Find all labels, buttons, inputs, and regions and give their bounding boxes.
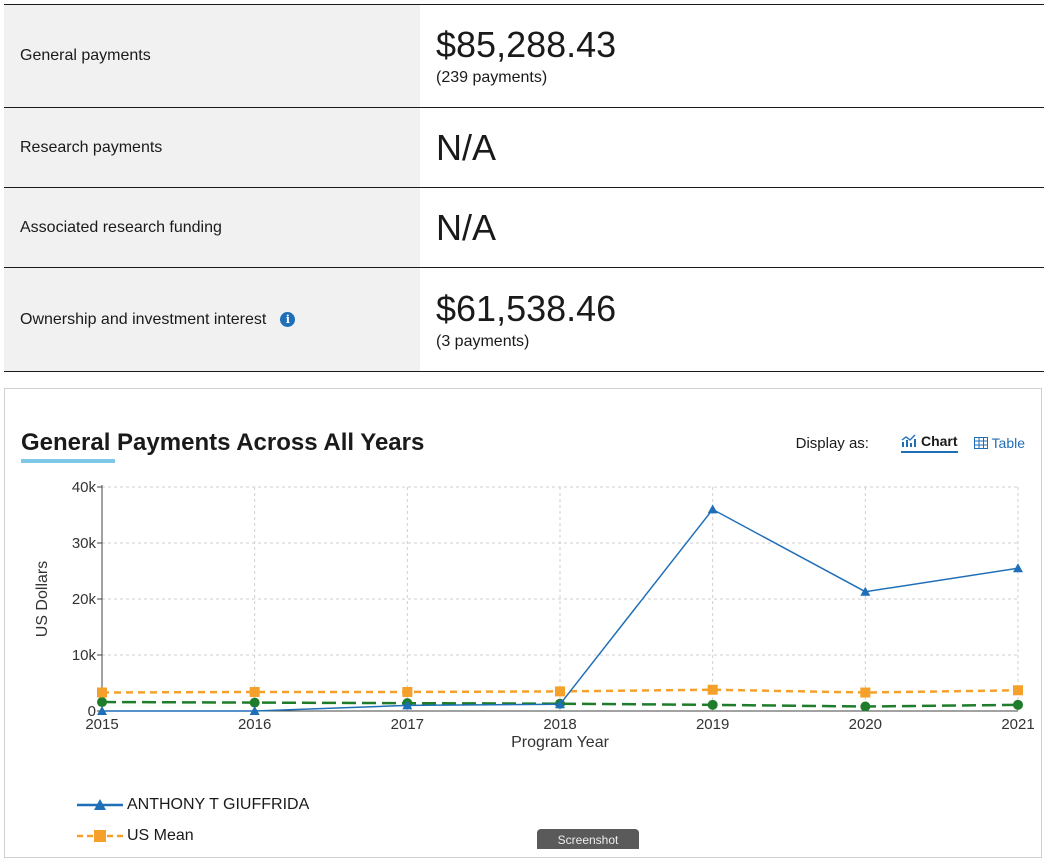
x-axis-label: Program Year bbox=[511, 734, 610, 751]
table-toggle-label: Table bbox=[991, 435, 1025, 451]
y-tick-label: 10k bbox=[72, 647, 97, 664]
legend-label-physician: ANTHONY T GIUFFRIDA bbox=[127, 795, 310, 813]
chart-title: General Payments Across All Years bbox=[21, 429, 425, 456]
y-tick-label: 30k bbox=[72, 535, 97, 552]
legend-swatch-square bbox=[77, 829, 123, 842]
data-point-triangle bbox=[402, 700, 413, 710]
info-icon[interactable]: i bbox=[280, 312, 296, 327]
x-tick-label: 2020 bbox=[849, 716, 882, 733]
ownership-amount: $61,538.46 bbox=[436, 287, 617, 329]
chart-toggle-label: Chart bbox=[920, 433, 958, 449]
data-point-circle bbox=[249, 697, 260, 708]
y-tick-label: 0 bbox=[88, 703, 96, 720]
data-point-triangle bbox=[97, 706, 107, 715]
data-point-square bbox=[555, 686, 565, 697]
data-point-triangle bbox=[707, 504, 718, 514]
associated-research-row: Associated research funding N/A bbox=[4, 188, 1044, 268]
legend-item-us-mean[interactable]: US Mean bbox=[77, 820, 309, 851]
chart-toggle-button[interactable]: Chart bbox=[900, 433, 958, 453]
table-toggle-button[interactable]: Table bbox=[973, 435, 1025, 451]
general-payments-amount: $85,288.43 bbox=[436, 24, 617, 65]
data-point-square bbox=[249, 686, 260, 697]
payment-summary-table: General payments $85,288.43 (239 payment… bbox=[4, 4, 1044, 372]
data-point-circle bbox=[97, 697, 107, 708]
y-tick-label: 20k bbox=[72, 591, 97, 608]
y-tick-label: 40k bbox=[72, 479, 97, 496]
data-point-circle bbox=[707, 699, 718, 710]
general-payments-label: General payments bbox=[4, 5, 420, 107]
ownership-label: Ownership and investment interest bbox=[20, 310, 267, 328]
data-point-triangle bbox=[249, 706, 260, 715]
legend-item-physician[interactable]: ANTHONY T GIUFFRIDA bbox=[77, 789, 309, 820]
line-chart: 0 10k 20k 30k 40k 2015 2016 2017 2018 2019 2020 202… bbox=[34, 479, 1035, 751]
ownership-count: (3 payments) bbox=[436, 332, 530, 350]
associated-research-label: Associated research funding bbox=[4, 188, 420, 267]
data-point-square bbox=[402, 686, 413, 697]
data-point-triangle bbox=[860, 586, 871, 596]
chart-legend: ANTHONY T GIUFFRIDA US Mean bbox=[77, 789, 309, 851]
data-point-square bbox=[97, 687, 107, 698]
data-point-triangle bbox=[555, 699, 565, 709]
legend-swatch-triangle bbox=[77, 798, 123, 810]
x-tick-label: 2016 bbox=[238, 716, 271, 733]
screenshot-button[interactable]: Screenshot bbox=[537, 829, 639, 849]
chart-icon bbox=[901, 434, 916, 447]
general-payments-count: (239 payments) bbox=[436, 69, 548, 86]
x-tick-label: 2018 bbox=[543, 716, 576, 733]
general-payments-chart-card: General Payments Across All Years Displa… bbox=[4, 388, 1042, 858]
general-payments-row: General payments $85,288.43 (239 payment… bbox=[4, 5, 1044, 108]
x-tick-label: 2021 bbox=[1001, 716, 1034, 733]
x-tick-label: 2017 bbox=[391, 716, 424, 733]
display-as-label: Display as: bbox=[795, 434, 869, 452]
research-payments-label: Research payments bbox=[4, 108, 420, 187]
data-point-circle bbox=[860, 701, 871, 712]
title-underline bbox=[21, 459, 115, 463]
data-point-square bbox=[860, 687, 871, 698]
x-tick-label: 2019 bbox=[696, 716, 729, 733]
data-point-square bbox=[707, 684, 718, 695]
ownership-row: Ownership and investment interest i $61,… bbox=[4, 268, 1044, 372]
associated-research-amount: N/A bbox=[436, 206, 497, 248]
research-payments-row: Research payments N/A bbox=[4, 108, 1044, 188]
display-as-toggle: Display as: Chart Table bbox=[796, 433, 1025, 453]
data-point-triangle bbox=[1013, 563, 1023, 573]
x-tick-label: 2015 bbox=[85, 716, 118, 733]
data-point-circle bbox=[1013, 699, 1023, 710]
y-axis-label: US Dollars bbox=[34, 561, 51, 637]
legend-label-us-mean: US Mean bbox=[127, 826, 194, 844]
table-icon bbox=[973, 437, 988, 449]
research-payments-amount: N/A bbox=[436, 126, 497, 168]
data-point-square bbox=[1013, 685, 1023, 696]
